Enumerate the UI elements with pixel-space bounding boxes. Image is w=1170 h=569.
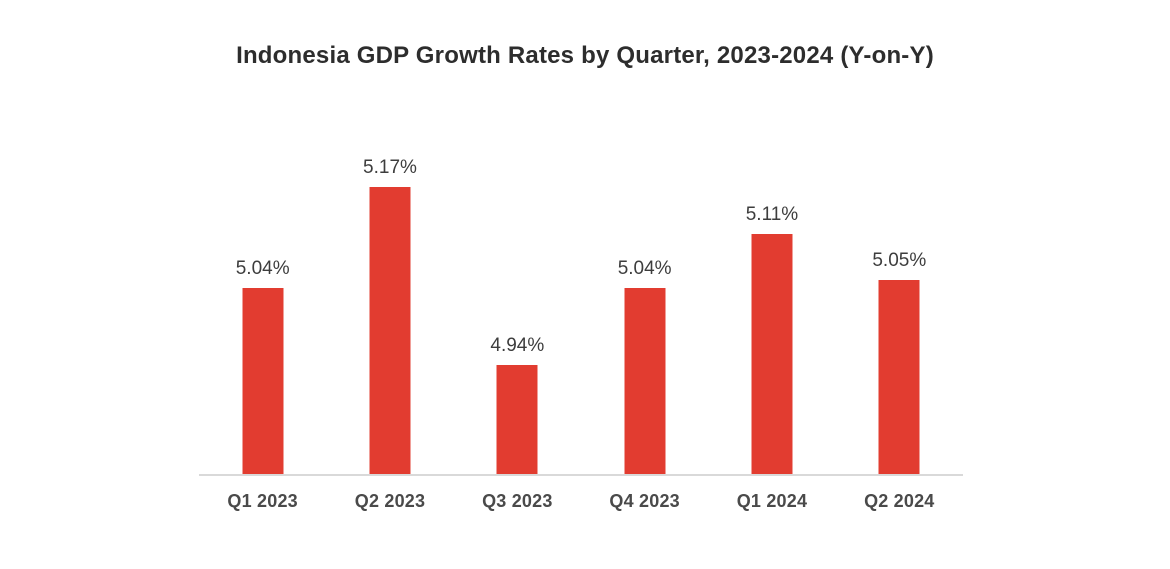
bar-value-label: 5.11% bbox=[745, 204, 799, 225]
bar-value-label: 4.94% bbox=[490, 335, 545, 356]
bar-value-label: 5.04% bbox=[617, 258, 672, 279]
x-axis-label: Q4 2023 bbox=[609, 491, 680, 511]
bar-slot: 4.94% Q3 2023 bbox=[454, 0, 581, 511]
bar bbox=[369, 187, 411, 474]
bar bbox=[242, 288, 284, 474]
bar-slot: 5.05% Q2 2024 bbox=[836, 0, 963, 511]
bar-value-label: 5.04% bbox=[235, 258, 290, 279]
x-axis-line bbox=[199, 474, 963, 476]
bars-container: 5.04% Q1 2023 5.17% Q2 2023 4.94% Q3 2023 5.04… bbox=[199, 0, 963, 511]
chart-title: Indonesia GDP Growth Rates by Quarter, 2… bbox=[236, 42, 934, 69]
bar bbox=[751, 234, 793, 474]
bar bbox=[624, 288, 666, 474]
bar-slot: 5.04% Q4 2023 bbox=[581, 0, 708, 511]
bar bbox=[496, 365, 538, 474]
plot-area: 5.04% Q1 2023 5.17% Q2 2023 4.94% Q3 2023 5.04… bbox=[199, 0, 963, 511]
x-axis-label: Q3 2023 bbox=[482, 491, 553, 511]
x-axis-label: Q1 2024 bbox=[736, 491, 808, 511]
bar-value-label: 5.05% bbox=[872, 250, 927, 271]
x-axis-label: Q2 2023 bbox=[354, 491, 426, 511]
bar-value-label: 5.17% bbox=[363, 157, 417, 178]
x-axis-label: Q1 2023 bbox=[227, 491, 298, 511]
x-axis-label: Q2 2024 bbox=[864, 491, 935, 511]
bar-slot: 5.04% Q1 2023 bbox=[199, 0, 326, 511]
bar-slot: 5.11% Q1 2024 bbox=[708, 0, 835, 511]
bar-slot: 5.17% Q2 2023 bbox=[326, 0, 453, 511]
bar bbox=[878, 280, 920, 474]
